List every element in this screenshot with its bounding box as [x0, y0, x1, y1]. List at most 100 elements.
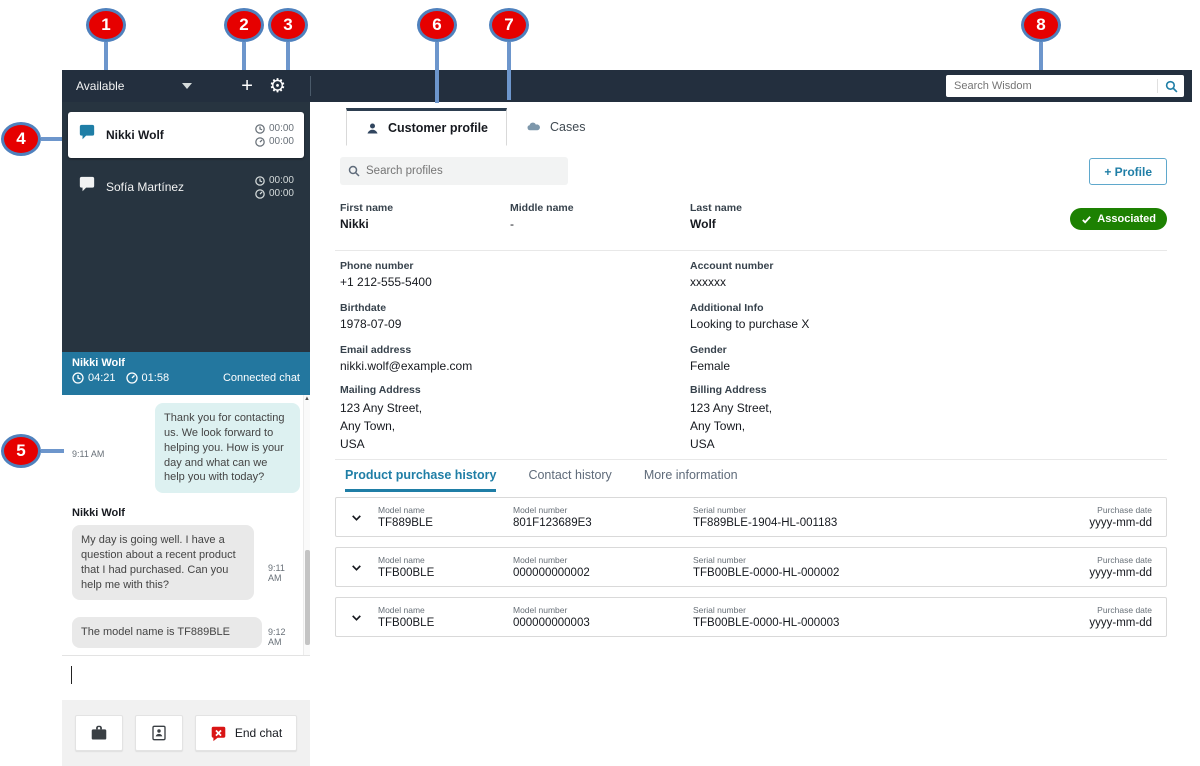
tab-cases[interactable]: Cases	[507, 108, 603, 146]
wisdom-search-box[interactable]	[946, 75, 1184, 97]
callout-8: 8	[1021, 8, 1061, 42]
status-badge-associated: Associated	[1070, 208, 1167, 230]
callout-2: 2	[224, 8, 264, 42]
contact-list-item-sofia-martinez[interactable]: Sofía Martínez 00:00 00:00	[68, 164, 304, 210]
subtab-more-information[interactable]: More information	[643, 468, 738, 482]
subtab-contact-history[interactable]: Contact history	[528, 468, 612, 482]
contact-duration: 00:00	[268, 123, 294, 134]
column-header: Purchase date	[1097, 605, 1152, 615]
scroll-up-icon[interactable]: ▲	[304, 396, 310, 402]
new-task-button[interactable]: +	[241, 75, 253, 97]
field-value: Wolf	[690, 217, 716, 231]
callout-3: 3	[268, 8, 308, 42]
field-value: Looking to purchase X	[690, 317, 810, 331]
callout-line-6	[435, 42, 439, 103]
expand-row-button[interactable]	[350, 561, 378, 574]
chat-action-bar: End chat	[62, 700, 310, 766]
serial-number: TF889BLE-1904-HL-001183	[693, 517, 838, 529]
column-header: Model number	[513, 505, 568, 515]
clock-icon	[255, 175, 265, 186]
tab-label: Cases	[550, 120, 586, 134]
callout-line-4	[41, 137, 62, 141]
contact-list-item-nikki-wolf[interactable]: Nikki Wolf 00:00 00:00	[68, 112, 304, 158]
column-header: Serial number	[693, 605, 746, 615]
gear-icon[interactable]: ⚙	[268, 75, 286, 97]
agent-status-dropdown[interactable]: Available	[76, 79, 193, 93]
field-label: Middle name	[510, 202, 574, 214]
field-value: -	[510, 217, 514, 231]
column-header: Model number	[513, 555, 568, 565]
top-bar-left: Available + ⚙	[62, 70, 310, 102]
column-header: Purchase date	[1097, 555, 1152, 565]
field-phone-number: Phone number +1 212-555-5400	[340, 260, 432, 289]
clock-icon	[72, 372, 84, 384]
customer-message-bubble: My day is going well. I have a question …	[72, 525, 254, 601]
field-billing-address: Billing Address 123 Any Street, Any Town…	[690, 384, 772, 453]
wisdom-search-input[interactable]	[946, 80, 1157, 92]
purchase-date: yyyy-mm-dd	[1089, 517, 1152, 529]
field-value: 123 Any Street, Any Town, USA	[690, 401, 773, 451]
end-chat-button[interactable]: End chat	[194, 715, 298, 751]
end-chat-icon	[211, 726, 226, 741]
chat-message-input[interactable]	[62, 655, 310, 700]
chat-bubble-icon	[78, 124, 96, 146]
field-value: Nikki	[340, 217, 369, 231]
lap-timer-icon	[255, 136, 265, 147]
chat-header: Nikki Wolf 04:21 01:58	[62, 352, 310, 395]
field-label: First name	[340, 202, 394, 214]
column-header: Purchase date	[1097, 505, 1152, 515]
subtab-product-purchase-history[interactable]: Product purchase history	[345, 468, 497, 492]
quick-connects-button[interactable]	[74, 715, 123, 751]
contact-name: Sofía Martínez	[106, 180, 185, 194]
chevron-down-icon	[352, 614, 361, 621]
search-divider	[1157, 79, 1158, 93]
main-content: Customer profile Cases + Profile	[310, 102, 1192, 766]
callout-6: 6	[417, 8, 457, 42]
search-icon[interactable]	[1158, 80, 1184, 93]
history-subtabs: Product purchase history Contact history…	[345, 468, 738, 492]
field-value: xxxxxx	[690, 275, 726, 289]
expand-row-button[interactable]	[350, 611, 378, 624]
agent-status-label: Available	[76, 79, 125, 93]
add-profile-button[interactable]: + Profile	[1089, 158, 1167, 185]
callout-line-1	[104, 42, 108, 70]
field-middle-name: Middle name -	[510, 202, 574, 231]
contact-book-icon	[152, 725, 166, 741]
agent-message-bubble: Thank you for contacting us. We look for…	[155, 403, 300, 494]
chat-message-customer: My day is going well. I have a question …	[72, 525, 285, 601]
callout-line-7	[507, 42, 511, 100]
column-header: Serial number	[693, 505, 746, 515]
model-number: 000000000003	[513, 617, 590, 629]
chat-duration: 04:21	[88, 372, 116, 384]
cases-icon	[527, 122, 540, 131]
chat-scrollbar[interactable]: ▲	[303, 395, 310, 655]
chat-bubble-icon	[78, 176, 96, 198]
field-label: Last name	[690, 202, 742, 214]
message-timestamp: 9:11 AM	[268, 563, 285, 583]
field-value: Female	[690, 359, 731, 373]
tab-customer-profile[interactable]: Customer profile	[346, 108, 508, 146]
expand-row-button[interactable]	[350, 511, 378, 524]
badge-label: Associated	[1097, 213, 1156, 225]
callout-5: 5	[1, 434, 41, 468]
serial-number: TFB00BLE-0000-HL-000002	[693, 567, 840, 579]
purchase-row: Model name TF889BLE Model number 801F12368…	[335, 497, 1167, 537]
workspace-tabs: Customer profile Cases	[346, 108, 603, 146]
profiles-search-input[interactable]	[366, 165, 560, 177]
contact-name: Nikki Wolf	[106, 128, 164, 142]
profiles-search-box[interactable]	[340, 157, 568, 185]
check-icon	[1082, 215, 1092, 224]
model-name: TF889BLE	[378, 517, 433, 529]
chat-status: Connected chat	[222, 372, 300, 384]
column-header: Model name	[378, 605, 425, 615]
field-label: Mailing Address	[340, 384, 421, 396]
end-chat-label: End chat	[234, 726, 283, 740]
contact-panel: Nikki Wolf 00:00 00:00	[62, 102, 310, 766]
model-name: TFB00BLE	[378, 617, 435, 629]
agent-workspace-window: Available + ⚙	[62, 70, 1192, 766]
scrollbar-thumb[interactable]	[305, 550, 310, 645]
field-label: Billing Address	[690, 384, 767, 396]
transfer-contact-button[interactable]	[134, 715, 183, 751]
callout-line-8	[1039, 42, 1043, 70]
